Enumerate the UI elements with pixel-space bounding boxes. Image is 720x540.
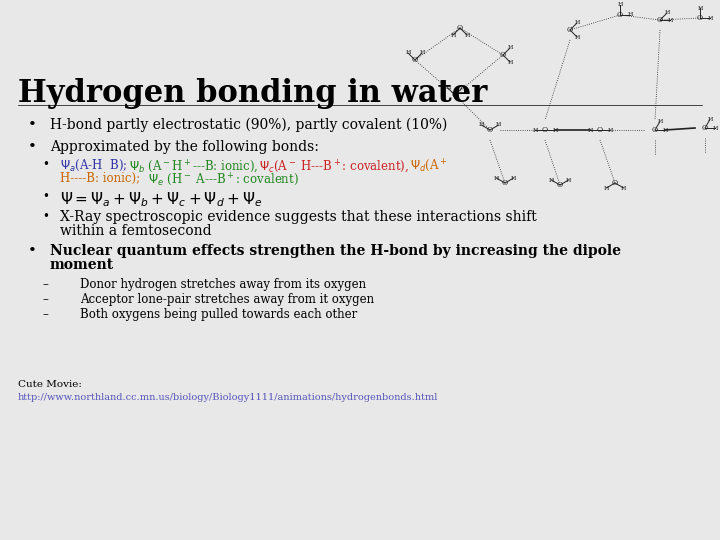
- Text: H: H: [707, 16, 713, 21]
- Text: O: O: [502, 179, 508, 187]
- Text: H: H: [575, 35, 580, 39]
- Text: H: H: [697, 5, 703, 10]
- Text: H: H: [603, 186, 609, 191]
- Text: H: H: [667, 17, 672, 23]
- Text: •: •: [42, 158, 49, 171]
- Text: within a femtosecond: within a femtosecond: [60, 224, 212, 238]
- Text: $\Psi_c$(A$^-$ H---B$^+$: covalent),: $\Psi_c$(A$^-$ H---B$^+$: covalent),: [259, 158, 410, 175]
- Text: H: H: [662, 127, 667, 132]
- Text: H: H: [479, 123, 484, 127]
- Text: H: H: [707, 117, 713, 122]
- Text: H: H: [621, 186, 626, 191]
- Text: H: H: [450, 32, 456, 38]
- Text: H: H: [566, 178, 572, 183]
- Text: O: O: [500, 51, 506, 59]
- Text: Approximated by the following bonds:: Approximated by the following bonds:: [50, 140, 319, 154]
- Text: O: O: [702, 124, 708, 132]
- Text: Hydrogen bonding in water: Hydrogen bonding in water: [18, 78, 487, 109]
- Text: •: •: [28, 118, 37, 132]
- Text: O: O: [612, 179, 618, 187]
- Text: Both oxygens being pulled towards each other: Both oxygens being pulled towards each o…: [80, 308, 357, 321]
- Text: Donor hydrogen stretches away from its oxygen: Donor hydrogen stretches away from its o…: [80, 278, 366, 291]
- Text: $\Psi = \Psi_a +\Psi_b +\Psi_c +\Psi_d +\Psi_e$: $\Psi = \Psi_a +\Psi_b +\Psi_c +\Psi_d +…: [60, 190, 262, 208]
- Text: H: H: [607, 127, 613, 132]
- Text: H: H: [496, 123, 501, 127]
- Text: H: H: [419, 50, 425, 56]
- Text: H: H: [575, 21, 580, 25]
- Text: O: O: [657, 16, 663, 24]
- Text: $\Psi_b$ (A$^-$H$^+$---B: ionic),: $\Psi_b$ (A$^-$H$^+$---B: ionic),: [129, 158, 259, 175]
- Text: O: O: [597, 126, 603, 134]
- Text: •: •: [42, 190, 49, 203]
- Text: •: •: [28, 140, 37, 154]
- Text: H: H: [508, 45, 513, 50]
- Text: –: –: [42, 293, 48, 306]
- Text: Acceptor lone-pair stretches away from it oxygen: Acceptor lone-pair stretches away from i…: [80, 293, 374, 306]
- Text: H: H: [445, 85, 451, 90]
- Text: H: H: [508, 59, 513, 65]
- Text: H----B: ionic);: H----B: ionic);: [60, 172, 148, 185]
- Text: H: H: [549, 178, 554, 183]
- Text: H: H: [617, 3, 623, 8]
- Text: H: H: [657, 119, 662, 124]
- Text: moment: moment: [50, 258, 114, 272]
- Text: O: O: [652, 126, 658, 134]
- Text: O: O: [452, 91, 458, 99]
- Text: H: H: [627, 12, 633, 17]
- Text: $\Psi_e$ (H$^-$ A---B$^+$: covalent): $\Psi_e$ (H$^-$ A---B$^+$: covalent): [148, 172, 299, 188]
- Text: Cute Movie:: Cute Movie:: [18, 380, 82, 389]
- Text: H-bond partly electrostatic (90%), partly covalent (10%): H-bond partly electrostatic (90%), partl…: [50, 118, 447, 132]
- Text: H: H: [665, 10, 670, 16]
- Text: O: O: [412, 56, 418, 64]
- Text: –: –: [42, 278, 48, 291]
- Text: H: H: [459, 85, 464, 90]
- Text: O: O: [457, 24, 463, 32]
- Text: H: H: [532, 127, 538, 132]
- Text: O: O: [567, 26, 573, 34]
- Text: $\Psi_d$(A$^+$: $\Psi_d$(A$^+$: [410, 158, 448, 174]
- Text: X-Ray spectroscopic evidence suggests that these interactions shift: X-Ray spectroscopic evidence suggests th…: [60, 210, 536, 224]
- Text: Nuclear quantum effects strengthen the H-bond by increasing the dipole: Nuclear quantum effects strengthen the H…: [50, 244, 621, 258]
- Text: H: H: [511, 176, 516, 180]
- Text: http://www.northland.cc.mn.us/biology/Biology1111/animations/hydrogenbonds.html: http://www.northland.cc.mn.us/biology/Bi…: [18, 393, 438, 402]
- Text: O: O: [542, 126, 548, 134]
- Text: H: H: [405, 50, 410, 56]
- Text: O: O: [557, 181, 563, 189]
- Text: H: H: [712, 125, 718, 131]
- Text: –: –: [42, 308, 48, 321]
- Text: O: O: [617, 11, 623, 19]
- Text: •: •: [28, 244, 37, 258]
- Text: O: O: [697, 14, 703, 22]
- Text: $\Psi_a$(A-H  B);: $\Psi_a$(A-H B);: [60, 158, 129, 173]
- Text: O: O: [487, 126, 493, 134]
- Text: H: H: [464, 32, 469, 38]
- Text: H: H: [552, 127, 558, 132]
- Text: •: •: [42, 210, 49, 223]
- Text: H: H: [588, 127, 593, 132]
- Text: H: H: [494, 176, 499, 180]
